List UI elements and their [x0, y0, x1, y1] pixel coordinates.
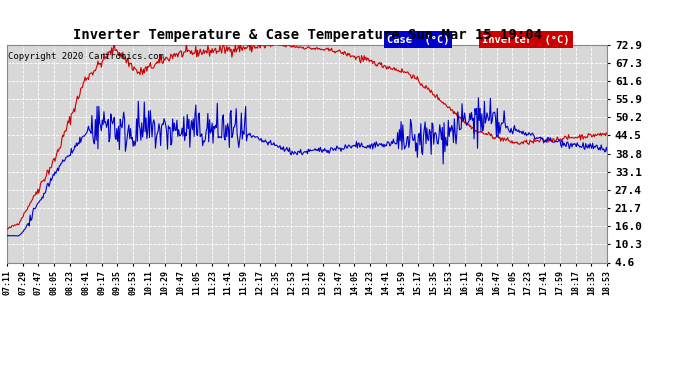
Title: Inverter Temperature & Case Temperature Sun Mar 15 19:04: Inverter Temperature & Case Temperature …: [72, 28, 542, 42]
Text: Copyright 2020 Cartronics.com: Copyright 2020 Cartronics.com: [8, 51, 164, 60]
Text: Case  (°C): Case (°C): [387, 34, 449, 45]
Text: Inverter  (°C): Inverter (°C): [482, 34, 570, 45]
